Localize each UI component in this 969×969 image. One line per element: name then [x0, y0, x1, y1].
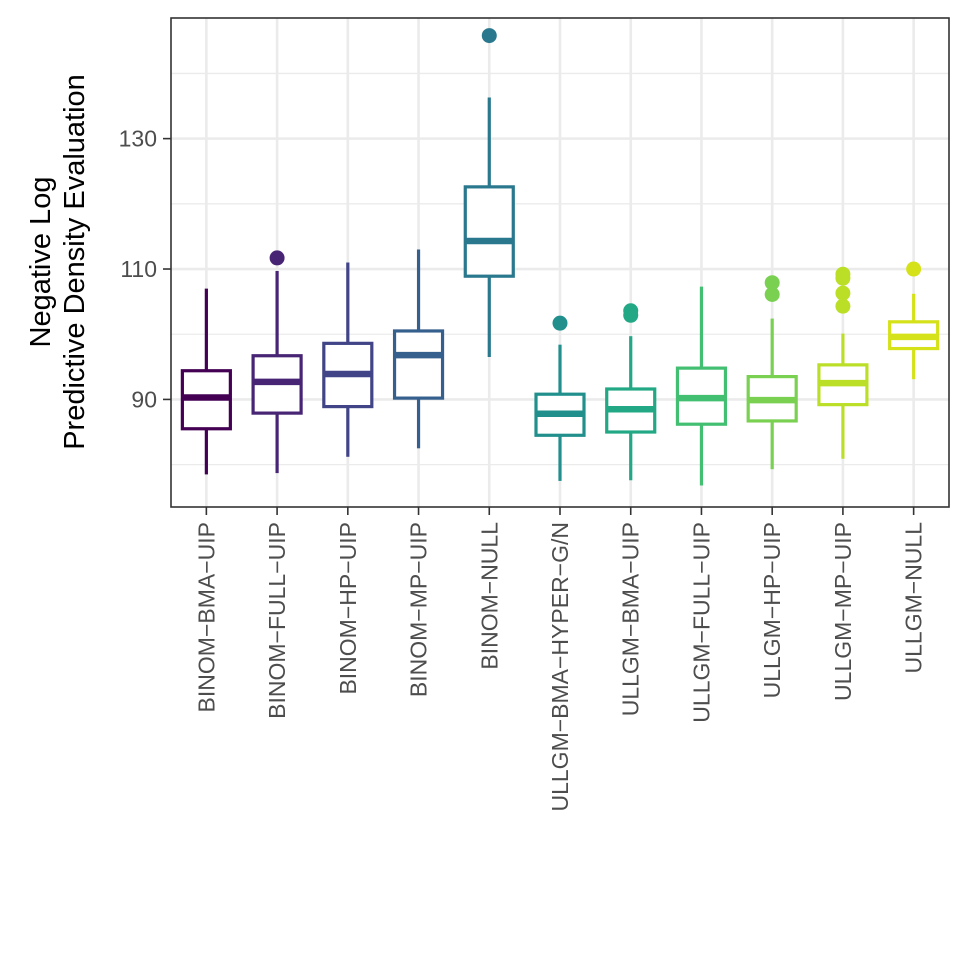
box-group [888, 261, 940, 380]
box-group [534, 315, 586, 481]
x-tick-label: BINOM−FULL−UIP [264, 522, 290, 719]
outlier-point [906, 261, 922, 277]
box-iqr [463, 185, 515, 278]
y-tick-label: 90 [131, 386, 157, 412]
box-group [817, 266, 869, 459]
outlier-point [764, 286, 780, 302]
y-axis-title-line-2: Predictive Density Evaluation [59, 74, 91, 450]
y-tick-label: 130 [119, 126, 157, 152]
axes: 90 110 130 BINOM−BMA−UIP BINOM−FULL−UIP BINOM… [119, 126, 927, 812]
y-axis-title-line-1: Negative Log [25, 177, 57, 348]
x-tick-label: ULLGM−BMA−HYPER−G/N [547, 522, 573, 812]
box-group [322, 262, 374, 457]
x-tick-label: BINOM−MP−UIP [406, 522, 432, 697]
y-tick-label: 110 [120, 256, 157, 282]
x-tick-label: ULLGM−FULL−UIP [688, 522, 714, 723]
box-group [251, 250, 303, 474]
outlier-point [835, 285, 851, 301]
box-group [675, 286, 728, 486]
outlier-point [835, 266, 851, 282]
x-tick-label: BINOM−NULL [476, 522, 502, 670]
outlier-point [835, 298, 851, 314]
box-group [746, 275, 798, 470]
boxes [180, 28, 940, 486]
outlier-point [481, 28, 497, 44]
outlier-point [552, 315, 568, 331]
outlier-point [269, 250, 285, 266]
x-tick-label: ULLGM−BMA−UIP [618, 522, 644, 716]
outlier-point [764, 275, 780, 291]
x-tick-label: BINOM−BMA−UIP [193, 522, 219, 712]
box-group [180, 288, 232, 475]
x-tick-label: BINOM−HP−UIP [335, 522, 361, 695]
x-tick-label: ULLGM−MP−UIP [830, 522, 856, 701]
box-group [605, 303, 657, 481]
x-tick-label: ULLGM−NULL [901, 522, 927, 674]
x-tick-label: ULLGM−HP−UIP [759, 522, 785, 698]
outlier-point [623, 303, 639, 319]
box-iqr [392, 329, 445, 400]
box-group [463, 28, 515, 358]
box-group [392, 249, 445, 449]
